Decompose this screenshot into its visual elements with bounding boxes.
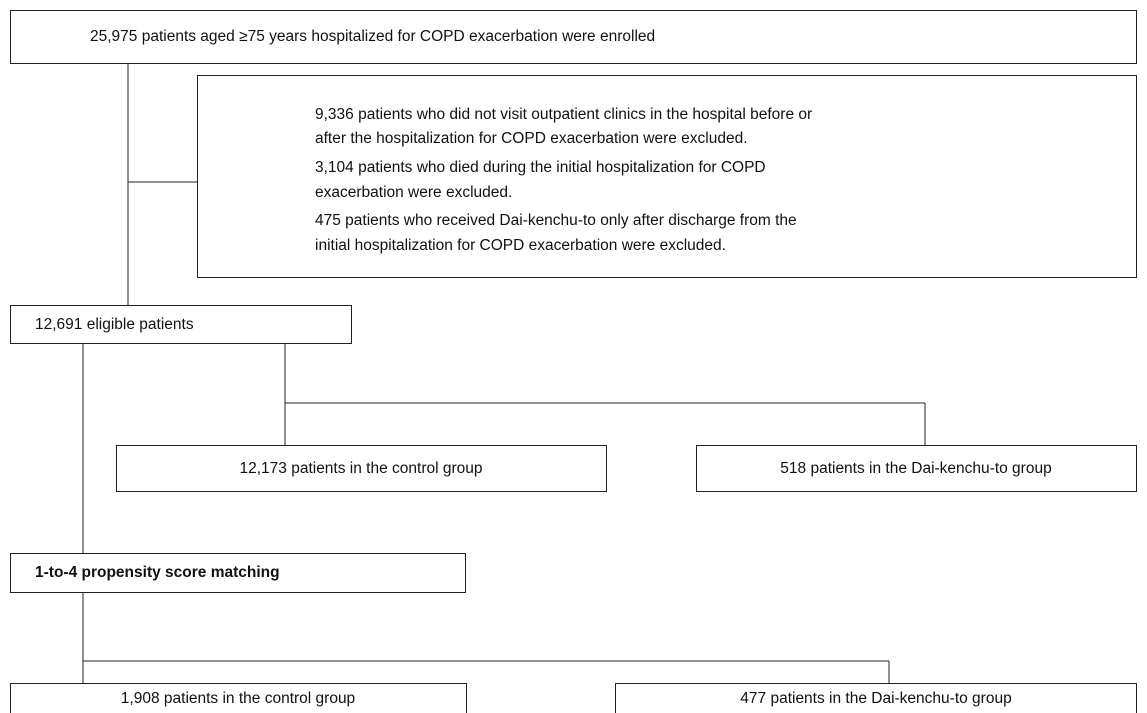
box <box>197 75 1137 278</box>
box <box>10 305 352 344</box>
box <box>10 10 1137 64</box>
node-label: 518 patients in the Dai-kenchu-to group <box>780 460 1051 477</box>
node-label: 25,975 patients aged ≥75 years hospitali… <box>90 28 655 45</box>
box <box>615 683 1137 713</box>
node-line: after the hospitalization for COPD exace… <box>315 130 748 147</box>
box <box>10 683 467 713</box>
node-label: 1-to-4 propensity score matching <box>35 564 280 581</box>
node-line: exacerbation were excluded. <box>315 184 512 201</box>
node-line: 9,336 patients who did not visit outpati… <box>315 106 812 123</box>
node-line: 3,104 patients who died during the initi… <box>315 159 766 176</box>
box <box>696 445 1137 492</box>
node-label: 477 patients in the Dai-kenchu-to group <box>740 690 1011 707</box>
node-line: initial hospitalization for COPD exacerb… <box>315 237 726 254</box>
node-label: 12,173 patients in the control group <box>239 460 482 477</box>
node-line: 475 patients who received Dai-kenchu-to … <box>315 212 797 229</box>
node-label: 1,908 patients in the control group <box>121 690 355 707</box>
node-label: 12,691 eligible patients <box>35 316 194 333</box>
box <box>116 445 607 492</box>
box <box>10 553 466 593</box>
